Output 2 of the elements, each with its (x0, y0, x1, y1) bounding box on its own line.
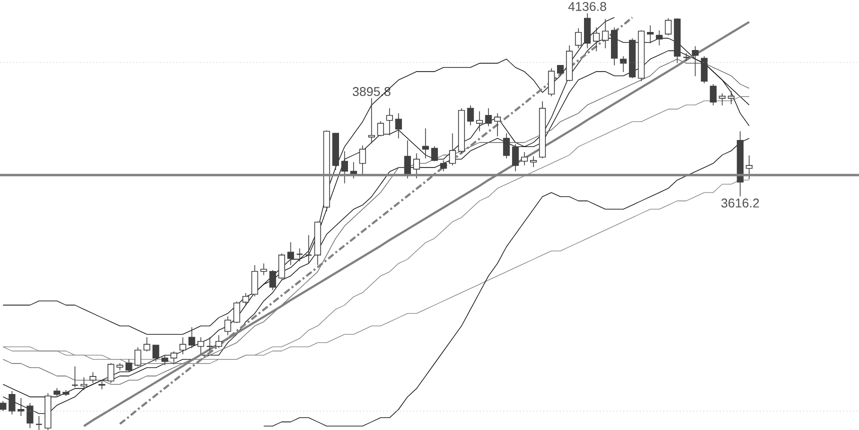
annotation: 3616.2 (721, 198, 759, 208)
annotation: 4136.8 (568, 2, 606, 11)
